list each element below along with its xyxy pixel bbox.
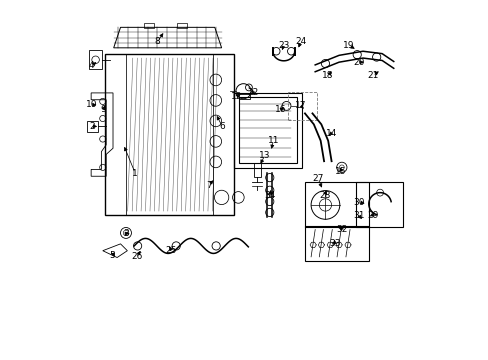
Text: 28: 28 bbox=[319, 191, 330, 200]
Text: 4: 4 bbox=[89, 61, 95, 70]
Text: 10: 10 bbox=[86, 100, 98, 109]
Text: 14: 14 bbox=[325, 129, 337, 138]
Text: 18: 18 bbox=[322, 71, 333, 80]
Bar bbox=[253, 163, 260, 177]
Text: 24: 24 bbox=[295, 37, 306, 46]
Bar bbox=[89, 50, 102, 69]
Text: 26: 26 bbox=[131, 252, 142, 261]
Text: 16: 16 bbox=[274, 105, 285, 114]
Text: 20: 20 bbox=[352, 58, 364, 67]
Bar bbox=[355, 182, 402, 227]
Text: 21: 21 bbox=[366, 71, 378, 80]
Text: 25: 25 bbox=[165, 246, 176, 255]
Text: 27: 27 bbox=[312, 174, 323, 183]
Bar bbox=[105, 54, 233, 215]
Text: 22: 22 bbox=[247, 89, 258, 98]
Text: 5: 5 bbox=[109, 251, 115, 260]
Bar bbox=[233, 93, 302, 168]
Text: 34: 34 bbox=[264, 191, 275, 200]
Text: 30: 30 bbox=[352, 198, 364, 207]
Text: 29: 29 bbox=[366, 211, 378, 220]
Text: 17: 17 bbox=[294, 102, 306, 111]
Text: 7: 7 bbox=[205, 181, 211, 190]
Bar bbox=[239, 94, 250, 99]
Text: 31: 31 bbox=[352, 211, 364, 220]
Text: 19: 19 bbox=[342, 41, 354, 50]
Bar bbox=[305, 182, 368, 227]
Text: 15: 15 bbox=[335, 167, 346, 176]
Text: 9: 9 bbox=[100, 105, 105, 114]
Text: 32: 32 bbox=[335, 225, 347, 234]
Bar bbox=[177, 23, 186, 28]
Text: 2: 2 bbox=[89, 122, 95, 131]
Text: 23: 23 bbox=[278, 41, 289, 50]
Text: 12: 12 bbox=[230, 92, 242, 101]
Text: 11: 11 bbox=[267, 136, 279, 145]
Bar bbox=[87, 121, 98, 132]
Text: 1: 1 bbox=[132, 169, 138, 178]
Bar bbox=[305, 226, 368, 261]
Text: 13: 13 bbox=[259, 150, 270, 159]
Text: 8: 8 bbox=[154, 37, 160, 46]
Text: 33: 33 bbox=[328, 239, 340, 248]
Bar bbox=[238, 97, 297, 163]
Text: 3: 3 bbox=[123, 229, 129, 238]
Text: 6: 6 bbox=[219, 122, 224, 131]
Bar bbox=[287, 92, 317, 120]
Bar bbox=[144, 23, 154, 28]
